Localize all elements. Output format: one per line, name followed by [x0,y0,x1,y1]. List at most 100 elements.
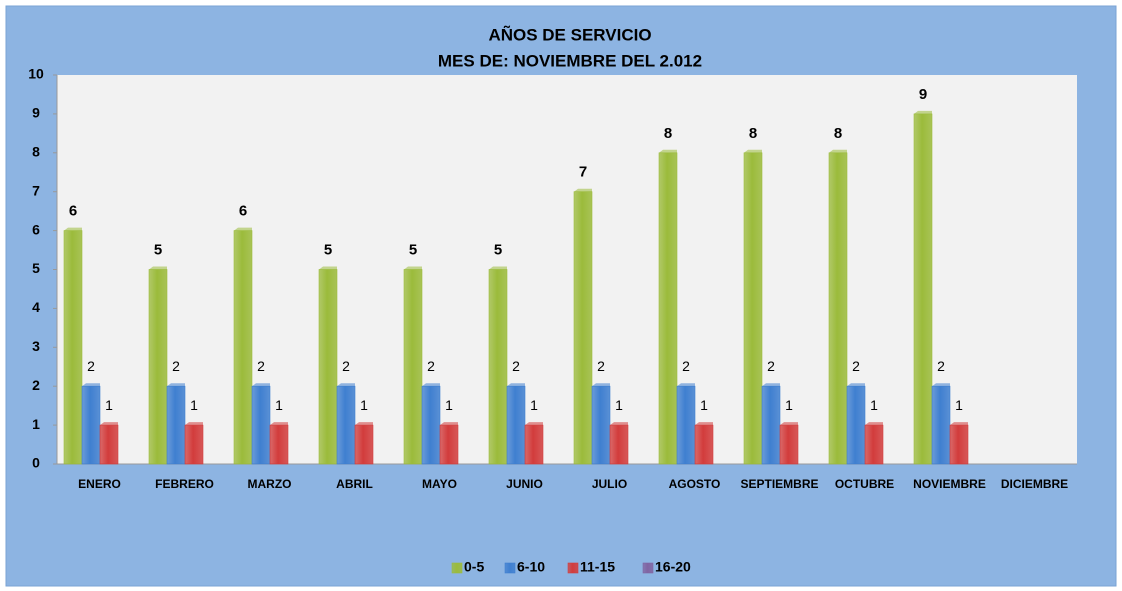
data-label: 2 [767,358,775,374]
data-label: 1 [105,397,113,413]
data-label: 5 [324,241,332,258]
bar [403,269,423,465]
bar-top [932,383,950,387]
bar [354,424,374,465]
bar-top [100,422,118,426]
y-tick-label: 3 [32,338,40,354]
bar-top [914,110,932,114]
plot-area [57,75,1077,464]
legend-label: 6-10 [517,559,545,575]
y-tick-label: 6 [32,221,40,237]
bar [524,424,544,465]
bar-top [677,383,695,387]
x-tick-label: MAYO [422,477,457,491]
y-tick-label: 5 [32,260,40,276]
chart-subtitle: MES DE: NOVIEMBRE DEL 2.012 [438,51,702,70]
bar [573,191,593,465]
y-tick-label: 8 [32,144,40,160]
data-label: 1 [615,397,623,413]
bar-top [659,149,677,153]
bar [609,424,629,465]
data-label: 8 [749,125,757,142]
data-label: 1 [870,397,878,413]
data-label: 1 [955,397,963,413]
data-label: 2 [172,358,180,374]
bar-top [404,266,422,270]
x-tick-label: SEPTIEMBRE [740,477,818,491]
data-label: 1 [190,397,198,413]
data-label: 2 [682,358,690,374]
bar [761,385,781,465]
bar-top [610,422,628,426]
bar-top [167,383,185,387]
bar [949,424,969,465]
data-label: 9 [919,86,927,103]
y-tick-label: 1 [32,416,40,432]
bar-top [185,422,203,426]
bar-top [422,383,440,387]
data-label: 2 [257,358,265,374]
bar [506,385,526,465]
bar-top [234,227,252,231]
bar-top [319,266,337,270]
data-label: 2 [852,358,860,374]
bar-top [149,266,167,270]
legend-label: 0-5 [464,559,484,575]
y-tick-label: 9 [32,105,40,121]
bar [743,152,763,465]
bar [913,113,933,465]
data-label: 2 [342,358,350,374]
x-tick-label: AGOSTO [669,477,721,491]
y-tick-label: 7 [32,182,40,198]
data-label: 1 [445,397,453,413]
data-label: 2 [512,358,520,374]
data-label: 2 [87,358,95,374]
bar-top [337,383,355,387]
legend-label: 11-15 [580,559,615,575]
bar-top [762,383,780,387]
bar-top [829,149,847,153]
bar-top [950,422,968,426]
bar-top [574,188,592,192]
data-label: 2 [427,358,435,374]
data-label: 2 [597,358,605,374]
bar [269,424,289,465]
bar [676,385,696,465]
bar-top [507,383,525,387]
bar-top [64,227,82,231]
legend-label: 16-20 [655,559,691,575]
bar-top [525,422,543,426]
data-label: 5 [409,241,417,258]
x-tick-label: ENERO [78,477,121,491]
bar-top [865,422,883,426]
bar [63,230,83,465]
bar-top [252,383,270,387]
bar [81,385,101,465]
bar [694,424,714,465]
y-tick-label: 0 [32,455,40,471]
x-tick-label: JULIO [592,477,627,491]
legend-swatch [642,562,654,574]
bar [251,385,271,465]
bar [336,385,356,465]
data-label: 8 [834,125,842,142]
x-tick-label: FEBRERO [155,477,214,491]
bar [233,230,253,465]
bar [421,385,441,465]
bar [931,385,951,465]
bar [591,385,611,465]
y-tick-label: 4 [32,299,40,315]
data-label: 1 [360,397,368,413]
data-label: 5 [494,241,502,258]
data-label: 7 [579,164,587,181]
bar [488,269,508,465]
bar-top [489,266,507,270]
data-label: 1 [785,397,793,413]
bar [439,424,459,465]
bar [318,269,338,465]
bar [166,385,186,465]
data-label: 8 [664,125,672,142]
y-tick-label: 2 [32,377,40,393]
data-label: 5 [154,241,162,258]
